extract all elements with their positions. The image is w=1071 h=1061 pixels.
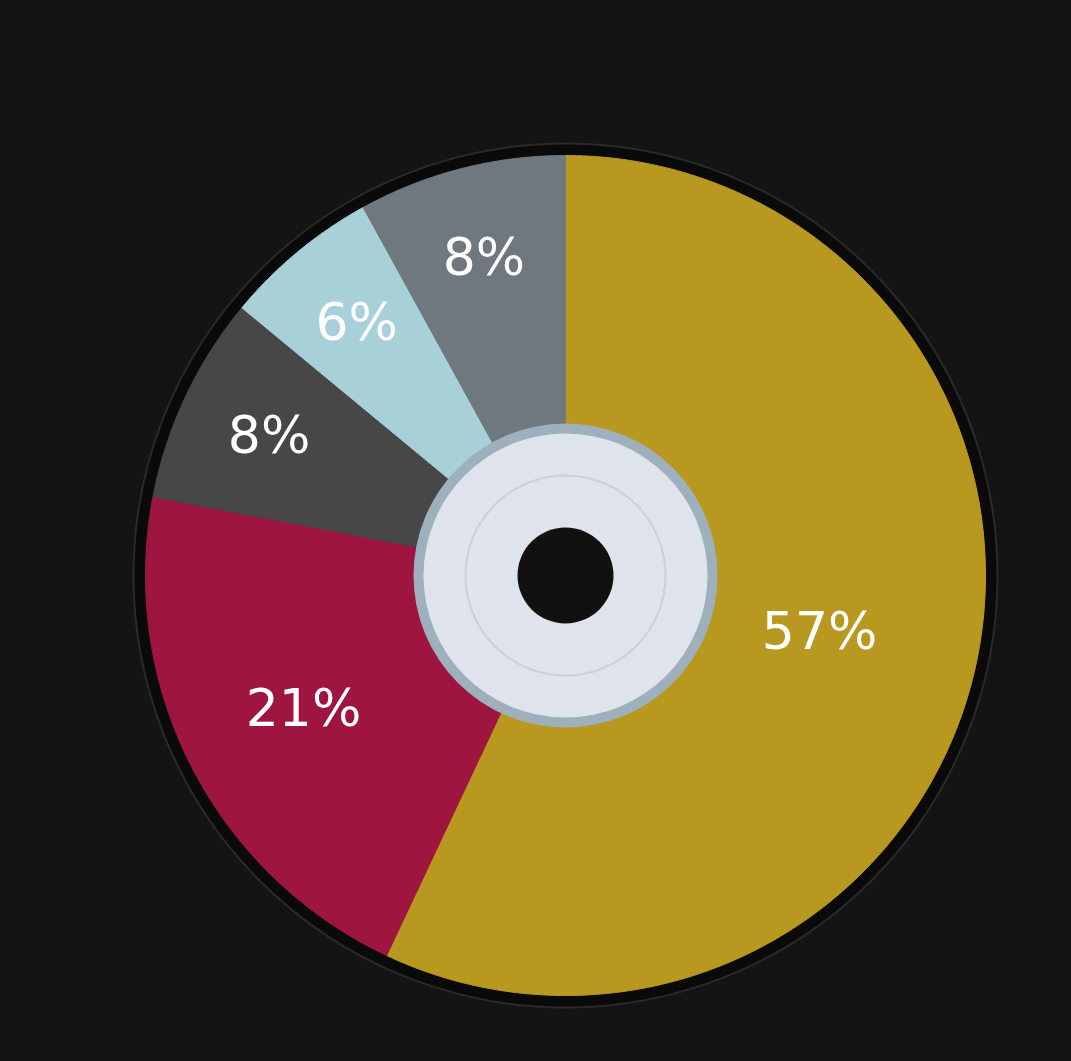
svg-text:8%: 8% bbox=[228, 405, 311, 465]
svg-text:6%: 6% bbox=[315, 292, 398, 352]
svg-text:57%: 57% bbox=[762, 601, 878, 661]
svg-text:8%: 8% bbox=[443, 227, 525, 287]
svg-text:21%: 21% bbox=[246, 678, 362, 738]
